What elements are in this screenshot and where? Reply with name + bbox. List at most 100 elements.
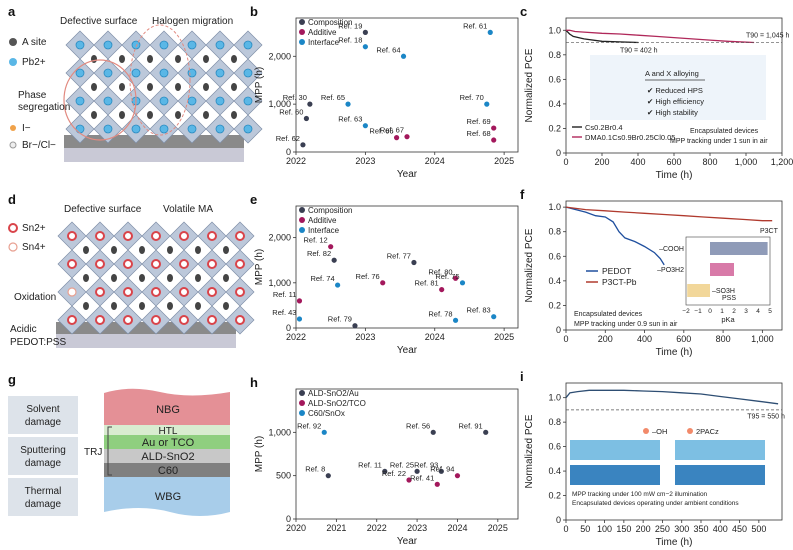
perovskite-lattice-a <box>65 30 263 144</box>
callout-acidic: Acidic <box>10 324 37 335</box>
b-site-ion <box>179 287 189 297</box>
x-tick-label: 200 <box>636 524 651 534</box>
legend-label: Interface <box>308 226 340 235</box>
y-tick-label: 0.2 <box>548 123 561 133</box>
damage-box-solvent <box>8 396 78 434</box>
legend-a-site-icon <box>9 38 17 46</box>
layer-c60 <box>104 463 230 477</box>
inset-bar <box>710 242 768 255</box>
y-axis-label: Normalized PCE <box>524 228 535 302</box>
data-point <box>459 280 466 286</box>
series-line <box>565 206 773 222</box>
callout-phase-seg-2: segregation <box>18 102 70 113</box>
panel-letter-b: b <box>250 4 258 19</box>
y-axis-label: MPP (h) <box>254 67 265 104</box>
a-site-ion <box>119 83 125 91</box>
plot-frame <box>295 205 519 329</box>
legend-marker <box>299 390 305 396</box>
legend-label: C60/SnOx <box>308 409 345 418</box>
plot-frame <box>295 388 519 520</box>
chart-panel-i: i 0 50 100 150 200 250 300 350 400 450 500 0 0.2 0.4 0.… <box>520 369 785 548</box>
data-point <box>393 135 400 141</box>
panel-g: g Solvent damage Sputtering damage Therm… <box>8 372 230 516</box>
legend-sn4-icon <box>8 242 18 252</box>
data-point <box>335 282 341 288</box>
t90-short: T90 = 402 h <box>620 47 658 54</box>
legend-sn4: Sn4+ <box>22 242 46 253</box>
point-label: Ref. 62 <box>276 134 300 143</box>
callout-oxidation: Oxidation <box>14 292 56 303</box>
trj-label: TRJ <box>84 447 102 458</box>
a-site-ion <box>231 111 237 119</box>
a-site-ion <box>83 302 89 310</box>
a-site-ion <box>147 55 153 63</box>
benefit-1: ✔ Reduced HPS <box>647 86 703 95</box>
legend-marker <box>299 217 305 223</box>
point-label: Ref. 75 <box>435 272 459 281</box>
y-tick-label: 1,000 <box>268 99 291 109</box>
a-site-ion <box>223 302 229 310</box>
callout-halogen: Halogen migration <box>152 16 233 27</box>
y-tick-label: 0 <box>556 325 561 335</box>
data-point <box>491 125 497 131</box>
chart-panel-e: e 2022 2023 2024 2025 0 1,000 2,000 Year MPP (h) C… <box>250 192 519 356</box>
inset-tick: 0 <box>708 308 712 315</box>
x-axis-label: Year <box>397 536 418 547</box>
callout-pedotpss: PEDOT:PSS <box>10 337 66 348</box>
a-site-ion <box>231 55 237 63</box>
a-site-ion <box>111 274 117 282</box>
x-tick-label: 2022 <box>367 523 387 533</box>
b-site-ion <box>103 96 113 106</box>
substrate-sketch-4 <box>675 465 765 485</box>
b-site-ion <box>159 124 169 134</box>
data-point <box>434 481 440 487</box>
legend-a-site: A site <box>22 37 47 48</box>
point-label: Ref. 64 <box>376 45 400 54</box>
a-site-ion <box>147 83 153 91</box>
a-site-ion <box>195 274 201 282</box>
point-label: Ref. 56 <box>406 421 430 430</box>
point-label: Ref. 79 <box>328 315 352 324</box>
y-axis-label: MPP (h) <box>254 249 265 286</box>
b-site-ion <box>75 124 85 134</box>
b-site-ion <box>159 40 169 50</box>
b-site-ion <box>215 124 225 134</box>
callout-defective-d: Defective surface <box>64 204 142 215</box>
data-point <box>352 323 358 329</box>
b-site-ion <box>243 40 253 50</box>
series-line <box>565 389 779 405</box>
legend-marker <box>299 400 305 406</box>
b-site-ion <box>179 315 189 325</box>
layer-nbg <box>104 388 230 425</box>
point-label: Ref. 76 <box>356 272 380 281</box>
b-site-ion <box>207 231 217 241</box>
a-site-ion <box>195 246 201 254</box>
a-site-ion <box>139 302 145 310</box>
y-tick-label: 2,000 <box>268 233 291 243</box>
plot-frame <box>565 382 783 521</box>
x-tick-label: 600 <box>676 334 691 344</box>
a-site-ion <box>203 55 209 63</box>
b-site-ion <box>207 315 217 325</box>
point-label: Ref. 77 <box>387 251 411 260</box>
data-point <box>296 298 303 304</box>
y-tick-label: 2,000 <box>268 51 291 61</box>
data-point <box>380 280 386 286</box>
point-label: Ref. 91 <box>459 421 483 430</box>
legend-label: Composition <box>308 18 352 27</box>
x-tick-label: 800 <box>702 157 717 167</box>
data-point <box>400 53 407 59</box>
plot-frame <box>295 17 519 153</box>
point-label: Ref. 61 <box>463 21 487 30</box>
data-point <box>491 137 497 143</box>
legend-marker <box>299 227 305 233</box>
substrate-d-base <box>56 334 236 348</box>
panel-letter-a: a <box>8 4 16 19</box>
damage-box-sputter <box>8 437 78 475</box>
b-site-ion <box>123 315 133 325</box>
inset-caption-p3ct: P3CT <box>760 228 779 235</box>
point-label: Ref. 41 <box>410 473 434 482</box>
b-site-ion <box>215 96 225 106</box>
